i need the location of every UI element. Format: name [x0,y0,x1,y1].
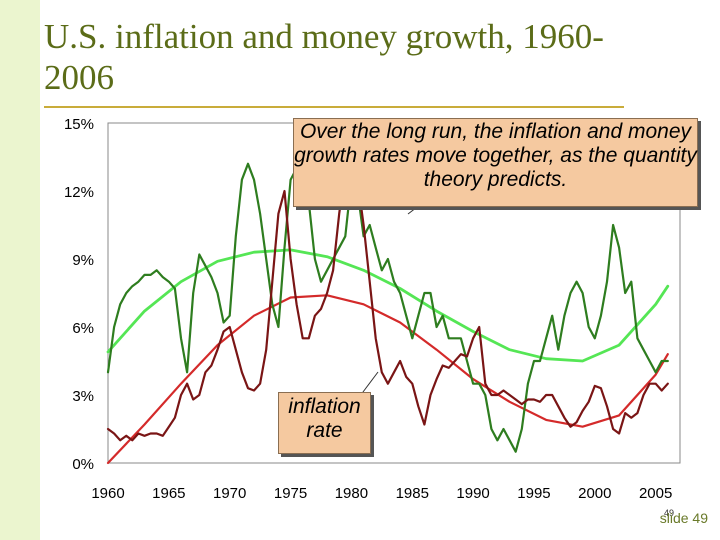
y-tick-label: 6% [72,320,94,337]
y-tick-label: 15% [64,116,94,133]
x-tick-label: 1995 [517,485,550,502]
series-line-money-trend [106,248,670,363]
x-tick-label: 1970 [213,485,246,502]
title-underline [44,106,624,108]
x-tick-label: 1960 [91,485,124,502]
page-title: U.S. inflation and money growth, 1960-20… [44,17,604,97]
page-number-small: 49 [664,508,675,518]
y-axis: 0% 3% 6% 9% 12% 15% [64,116,94,473]
y-tick-label: 9% [72,252,94,269]
x-tick-label: 1965 [152,485,185,502]
y-tick-label: 3% [72,388,94,405]
y-tick-label: 12% [64,184,94,201]
callout-quantity-theory: Over the long run, the inflation and mon… [293,118,698,207]
x-tick-label: 2000 [578,485,611,502]
x-tick-label: 1980 [335,485,368,502]
callout-inflation-rate: inflation rate [278,392,371,454]
x-tick-label: 1990 [456,485,489,502]
series-line-money-growth [106,162,669,453]
x-tick-label: 2005 [639,485,672,502]
slide-number: slide 49 [659,510,708,526]
x-tick-label: 1985 [396,485,429,502]
x-axis: 1960 1965 1970 1975 1980 1985 1990 1995 2000 2005 [91,485,672,502]
y-tick-label: 0% [72,456,94,473]
series-line-inflation [106,144,669,442]
x-tick-label: 1975 [274,485,307,502]
left-decor-band [0,0,40,540]
series-line-inflation-trend [106,294,669,465]
